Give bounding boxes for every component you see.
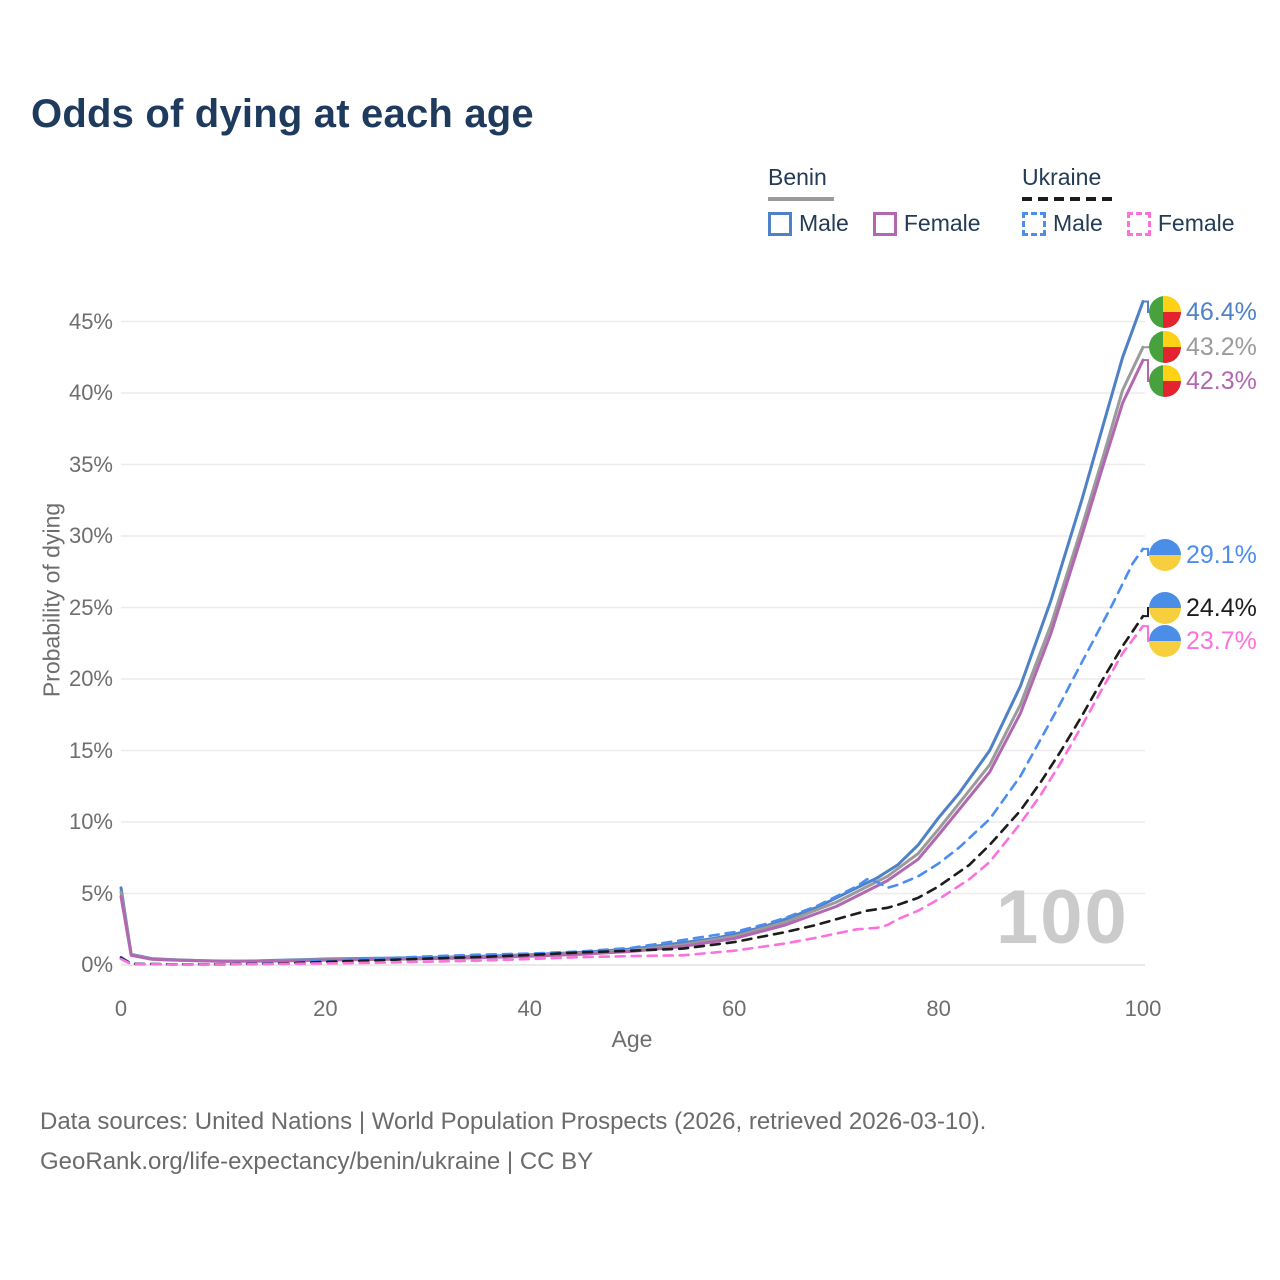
end-value-benin-male: 46.4% — [1186, 297, 1257, 326]
legend-swatch-ukraine-female — [1126, 211, 1151, 236]
series-lines — [119, 300, 1145, 966]
series-line-ukraine-male[interactable] — [119, 547, 1145, 966]
legend-item-label: Female — [903, 210, 981, 236]
end-label-benin-male: 46.4% — [1149, 296, 1257, 328]
end-label-ukraine-both-sexes: 24.4% — [1149, 592, 1257, 624]
end-value-benin-female: 42.3% — [1186, 366, 1257, 395]
y-tick-label-5pct: 5% — [81, 880, 113, 906]
legend-linestyle-sample-dashed — [1022, 197, 1114, 201]
end-value-benin-both-sexes: 43.2% — [1186, 332, 1257, 361]
benin-flag-icon — [1149, 296, 1181, 328]
end-value-ukraine-male: 29.1% — [1186, 540, 1257, 569]
x-tick-label-20: 20 — [313, 996, 338, 1021]
y-tick-label-35pct: 35% — [68, 451, 113, 477]
ukraine-flag-icon — [1149, 625, 1181, 657]
ukraine-flag-icon — [1149, 592, 1181, 624]
y-tick-label-10pct: 10% — [68, 809, 113, 834]
series-line-benin-male[interactable] — [119, 300, 1145, 963]
end-value-ukraine-both-sexes: 24.4% — [1186, 593, 1257, 622]
y-tick-label-0pct: 0% — [81, 952, 113, 977]
y-tick-label-40pct: 40% — [68, 380, 113, 405]
legend-item-label: Male — [799, 210, 849, 236]
y-tick-label-45pct: 45% — [68, 308, 113, 334]
series-line-benin-both-sexes[interactable] — [119, 345, 1145, 963]
y-tick-label-30pct: 30% — [68, 523, 113, 548]
legend-swatch-benin-male — [768, 211, 792, 236]
legend-item-label: Male — [1053, 210, 1103, 236]
end-label-ukraine-male: 29.1% — [1149, 539, 1257, 571]
data-sources-note: Data sources: United Nations | World Pop… — [40, 1108, 987, 1135]
series-line-ukraine-both-sexes[interactable] — [119, 614, 1145, 966]
x-tick-label-40: 40 — [517, 996, 543, 1021]
legend-swatch-ukraine-male — [1022, 211, 1046, 236]
x-axis-title: Age — [611, 1026, 653, 1052]
legend-linestyle-sample-solid — [768, 197, 834, 201]
x-tick-label-100: 100 — [1124, 996, 1162, 1021]
x-tick-label-80: 80 — [926, 996, 951, 1021]
legend-swatch-benin-female — [872, 211, 897, 236]
y-tick-label-25pct: 25% — [68, 594, 113, 620]
x-tick-label-60: 60 — [721, 996, 747, 1021]
x-tick-label-0: 0 — [114, 996, 128, 1021]
legend-group-ukraine: Ukraine Male Female — [1022, 164, 1235, 237]
benin-flag-icon — [1149, 331, 1181, 363]
legend-item-ukraine-male[interactable]: Male — [1022, 210, 1103, 237]
gridlines — [121, 320, 1145, 966]
series-line-benin-female[interactable] — [119, 358, 1145, 963]
legend-item-benin-male[interactable]: Male — [768, 210, 849, 237]
legend-country-benin[interactable]: Benin — [768, 164, 827, 190]
y-tick-label-20pct: 20% — [68, 666, 113, 691]
age-counter-watermark: 100 — [996, 875, 1129, 960]
attribution-link: GeoRank.org/life-expectancy/benin/ukrain… — [40, 1148, 594, 1175]
legend-items-row: Male Female — [768, 201, 981, 237]
legend-country-ukraine[interactable]: Ukraine — [1022, 164, 1102, 190]
legend-items-row: Male Female — [1022, 201, 1235, 237]
legend-item-ukraine-female[interactable]: Female — [1126, 210, 1235, 237]
legend-group-benin: Benin Male Female — [768, 164, 981, 237]
end-label-benin-both-sexes: 43.2% — [1149, 331, 1257, 363]
end-label-ukraine-female: 23.7% — [1149, 625, 1257, 657]
y-tick-label-15pct: 15% — [68, 737, 113, 763]
legend-item-benin-female[interactable]: Female — [872, 210, 981, 237]
benin-flag-icon — [1149, 365, 1181, 397]
legend-item-label: Female — [1157, 210, 1235, 236]
series-line-ukraine-female[interactable] — [119, 624, 1145, 966]
chart-title: Odds of dying at each age — [31, 92, 534, 136]
end-value-ukraine-female: 23.7% — [1186, 626, 1257, 655]
end-label-benin-female: 42.3% — [1149, 365, 1257, 397]
ukraine-flag-icon — [1149, 539, 1181, 571]
